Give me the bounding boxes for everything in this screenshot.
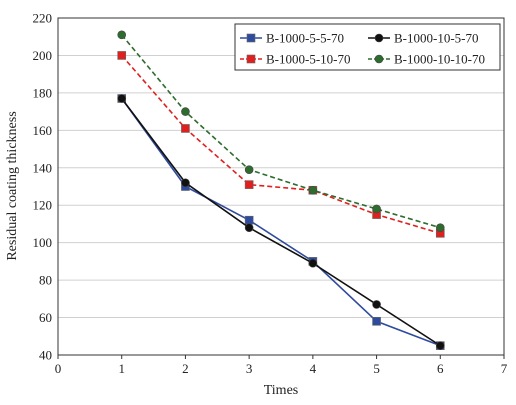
y-tick-label: 40 <box>39 348 52 363</box>
series-1 <box>117 94 445 350</box>
y-axis-ticks: 40 60 80 100 120 140 160 180 200 220 <box>33 11 53 363</box>
series-line <box>121 54 441 235</box>
x-tick-label: 7 <box>501 361 508 376</box>
y-tick-label: 140 <box>33 160 53 175</box>
data-point <box>117 51 127 60</box>
legend-marker <box>246 33 256 43</box>
x-axis-label: Times <box>264 383 299 398</box>
x-tick-label: 1 <box>118 361 125 376</box>
series-3 <box>117 51 445 238</box>
series-2 <box>117 94 445 350</box>
gridlines <box>58 54 504 319</box>
plot-area-frame <box>57 17 505 356</box>
x-tick-label: 4 <box>310 361 317 376</box>
y-tick-label: 160 <box>33 123 53 138</box>
legend-item: B-1000-5-10-70 <box>240 52 351 67</box>
x-axis-ticks: 0 1 2 3 4 5 6 7 <box>55 355 508 376</box>
series-4 <box>117 30 445 232</box>
data-point <box>117 94 127 103</box>
series-line <box>121 34 441 229</box>
data-point <box>244 165 254 174</box>
data-point <box>117 30 127 40</box>
x-tick-label: 0 <box>55 361 62 376</box>
data-point <box>372 204 381 214</box>
data-point <box>181 107 190 116</box>
series-group <box>117 30 445 350</box>
x-tick-label: 3 <box>246 361 253 376</box>
data-point <box>435 223 445 232</box>
legend-marker <box>374 33 384 43</box>
y-tick-label: 220 <box>33 11 53 26</box>
x-tick-label: 5 <box>373 361 380 376</box>
x-tick-label: 2 <box>182 361 189 376</box>
data-point <box>244 180 254 189</box>
legend-label: B-1000-10-10-70 <box>394 52 485 67</box>
x-tick-label: 6 <box>437 361 444 376</box>
data-point <box>308 185 318 195</box>
y-tick-label: 180 <box>33 85 53 100</box>
legend-label: B-1000-10-5-70 <box>394 31 479 46</box>
legend-label: B-1000-5-5-70 <box>266 31 344 46</box>
data-point <box>372 316 381 326</box>
legend-item: B-1000-5-5-70 <box>240 31 344 46</box>
y-tick-label: 120 <box>33 198 53 213</box>
data-point <box>435 341 445 350</box>
legend-marker <box>246 54 256 64</box>
data-point <box>244 215 254 225</box>
data-point <box>181 178 190 188</box>
data-point <box>244 223 254 232</box>
data-point <box>372 300 381 309</box>
legend-item: B-1000-10-10-70 <box>368 52 485 67</box>
legend-item: B-1000-10-5-70 <box>368 31 479 46</box>
series-line <box>121 98 441 347</box>
legend-label: B-1000-5-10-70 <box>266 52 351 67</box>
legend-box <box>234 23 501 71</box>
y-axis-label: Residual coating thickness <box>5 111 20 260</box>
y-tick-label: 100 <box>33 235 53 250</box>
data-point <box>181 124 190 133</box>
y-tick-label: 80 <box>39 273 52 288</box>
series-line <box>121 98 441 347</box>
y-tick-label: 60 <box>39 310 52 325</box>
data-point <box>308 258 318 268</box>
y-tick-label: 200 <box>33 48 53 63</box>
legend-marker <box>374 54 384 64</box>
legend: B-1000-5-5-70 B-1000-10-5-70 B-1000-5-10-7… <box>234 23 501 71</box>
